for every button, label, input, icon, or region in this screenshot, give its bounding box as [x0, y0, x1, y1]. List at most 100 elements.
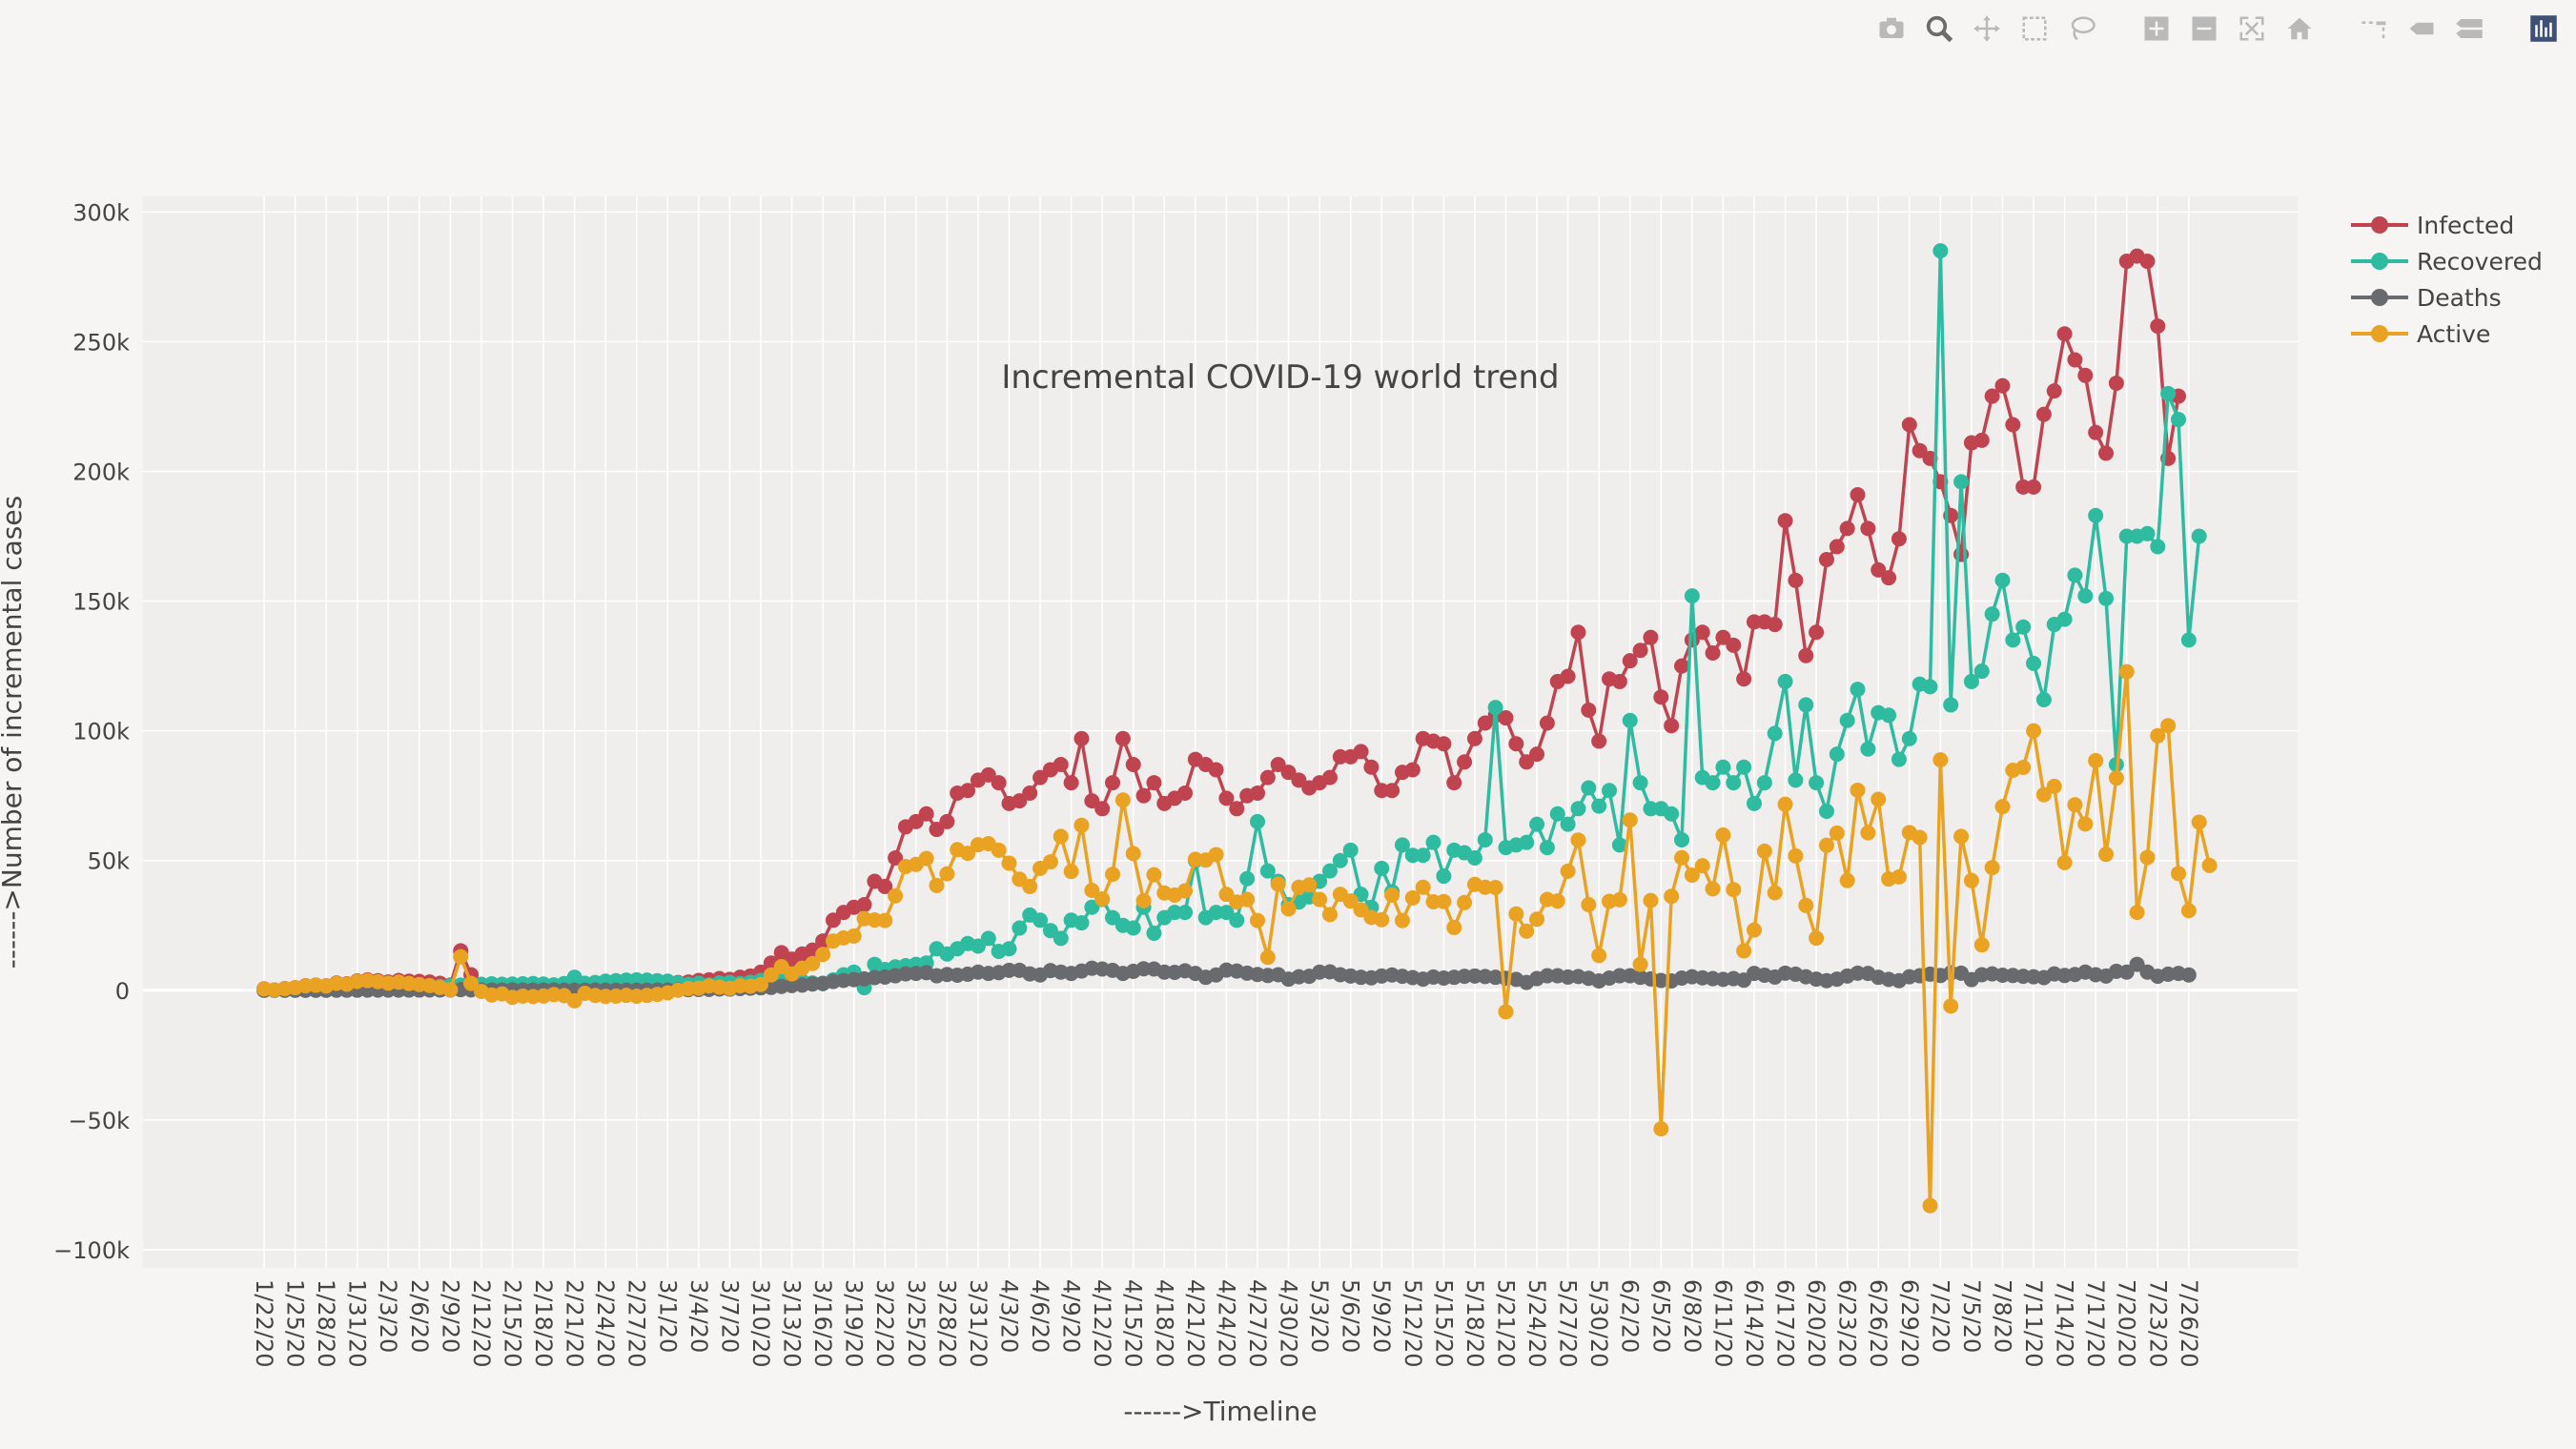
x-tick-label: 3/22/20 — [871, 1279, 898, 1368]
data-point — [2098, 847, 2115, 863]
data-point — [2035, 406, 2052, 422]
data-point — [1032, 912, 1049, 929]
box-select-button[interactable] — [2017, 13, 2052, 48]
data-point — [1332, 852, 1348, 868]
data-point — [1591, 733, 1607, 749]
x-tick-label: 5/27/20 — [1555, 1279, 1582, 1368]
data-point — [1705, 644, 1721, 661]
x-tick-label: 4/18/20 — [1151, 1279, 1177, 1368]
data-point — [1125, 757, 1141, 773]
x-tick-label: 6/20/20 — [1803, 1279, 1830, 1368]
data-point — [1839, 520, 1855, 537]
data-point — [2088, 424, 2104, 440]
camera-icon — [1877, 14, 1906, 47]
legend-item-active[interactable]: Active — [2351, 320, 2490, 348]
zoom-button[interactable] — [1922, 13, 1956, 48]
legend: Infected Recovered Deaths Active — [2351, 212, 2543, 348]
data-point — [1301, 877, 1318, 893]
data-point — [1012, 920, 1028, 936]
data-point — [1229, 801, 1245, 817]
data-point — [1581, 702, 1597, 718]
data-point — [1384, 887, 1400, 903]
data-point — [1208, 847, 1224, 863]
data-point — [888, 888, 904, 904]
x-tick-label: 2/24/20 — [592, 1279, 619, 1368]
data-point — [1135, 892, 1152, 908]
data-point — [1560, 816, 1576, 832]
data-point — [1984, 860, 2000, 876]
hover-compare-button[interactable] — [2452, 13, 2486, 48]
data-point — [1809, 930, 1825, 947]
data-point — [1943, 697, 1959, 713]
x-axis-title: ------>Timeline — [1123, 1396, 1317, 1427]
y-tick-label: 250k — [72, 329, 130, 356]
data-point — [929, 877, 945, 893]
data-point — [1094, 801, 1111, 817]
data-point — [1001, 855, 1017, 871]
data-point — [1053, 828, 1069, 845]
data-point — [2139, 525, 2156, 541]
data-point — [1756, 843, 1772, 859]
data-point — [1415, 847, 1431, 864]
data-point — [2139, 849, 2156, 866]
pan-button[interactable] — [1970, 13, 2004, 48]
data-point — [2118, 964, 2135, 980]
hover-closest-button[interactable] — [2404, 13, 2439, 48]
data-point — [1415, 879, 1431, 895]
data-point — [1114, 730, 1131, 746]
data-point — [1788, 847, 1804, 864]
y-tick-label: 0 — [115, 978, 130, 1005]
x-tick-label: 5/15/20 — [1430, 1279, 1457, 1368]
autoscale-button[interactable] — [2235, 13, 2269, 48]
data-point — [1818, 837, 1834, 853]
data-point — [1249, 912, 1265, 929]
data-point — [960, 846, 976, 862]
camera-button[interactable] — [1874, 13, 1909, 48]
data-point — [1653, 689, 1669, 705]
spike-lines-button[interactable] — [2357, 13, 2391, 48]
legend-marker — [2371, 253, 2388, 270]
data-point — [463, 975, 480, 991]
data-point — [1105, 775, 1121, 791]
data-point — [1694, 858, 1710, 874]
data-point — [825, 912, 841, 929]
data-point — [1705, 881, 1721, 897]
autoscale-icon — [2238, 14, 2266, 47]
data-point — [1063, 864, 1079, 880]
data-point — [1053, 930, 1069, 947]
data-point — [1539, 715, 1555, 731]
data-point — [1218, 905, 1235, 921]
x-tick-label: 3/19/20 — [841, 1279, 868, 1368]
data-point — [1694, 624, 1710, 641]
x-tick-labels: 1/22/20 1/25/20 1/28/20 1/31/20 2/3/20 2/6/20… — [251, 1279, 2202, 1368]
data-point — [2150, 539, 2166, 555]
zoom-out-button[interactable] — [2187, 13, 2221, 48]
data-point — [2077, 367, 2094, 383]
data-point — [1798, 697, 1814, 713]
legend-item-infected[interactable]: Infected — [2351, 212, 2514, 239]
data-point — [1602, 783, 1618, 799]
x-tick-label: 3/16/20 — [809, 1279, 836, 1368]
x-tick-label: 5/9/20 — [1368, 1279, 1395, 1353]
data-point — [1963, 673, 1979, 689]
data-point — [1239, 891, 1256, 908]
x-tick-label: 2/3/20 — [375, 1279, 401, 1353]
x-tick-label: 7/14/20 — [2052, 1279, 2078, 1368]
data-point — [1860, 741, 1876, 757]
x-tick-label: 4/21/20 — [1182, 1279, 1209, 1368]
lasso-select-button[interactable] — [2065, 13, 2099, 48]
legend-item-deaths[interactable]: Deaths — [2351, 284, 2502, 312]
data-point — [877, 878, 893, 894]
reset-axes-button[interactable] — [2282, 13, 2317, 48]
data-point — [2067, 352, 2083, 368]
data-point — [2077, 588, 2094, 604]
zoom-in-button[interactable] — [2139, 13, 2174, 48]
x-tick-label: 4/6/20 — [1027, 1279, 1053, 1353]
data-point — [1436, 736, 1452, 752]
data-point — [1259, 949, 1276, 966]
legend-item-recovered[interactable]: Recovered — [2351, 248, 2543, 276]
data-point — [1498, 710, 1514, 726]
plotly-logo-button[interactable] — [2526, 13, 2561, 48]
x-tick-label: 5/21/20 — [1492, 1279, 1519, 1368]
data-point — [1342, 842, 1359, 858]
